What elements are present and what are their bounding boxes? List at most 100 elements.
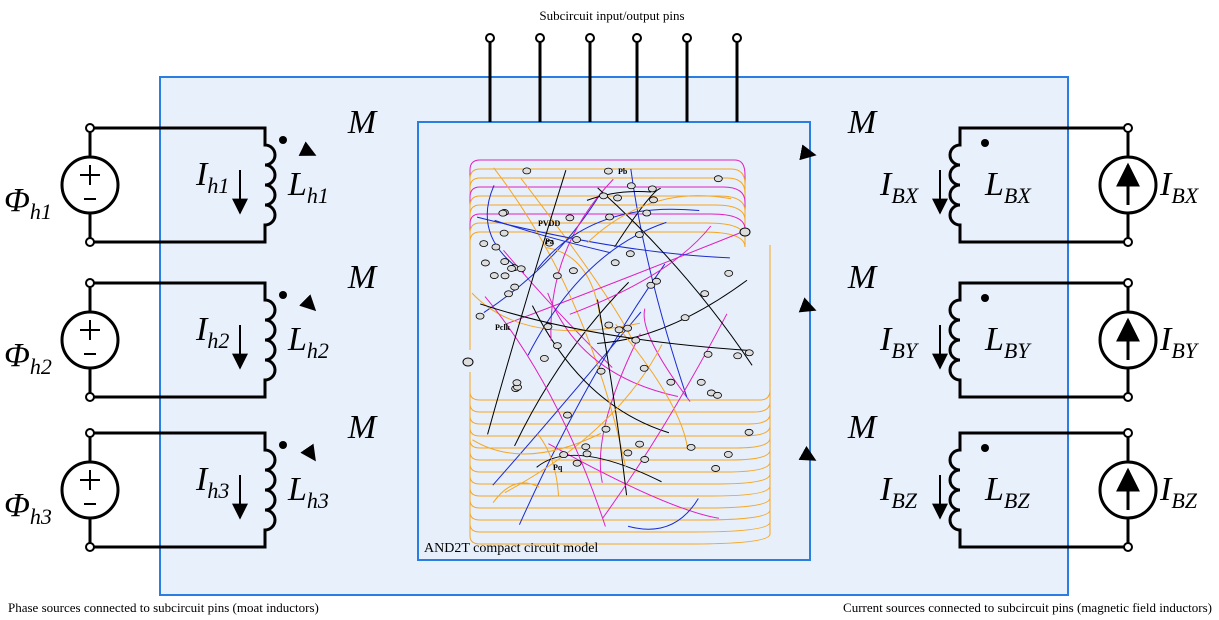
graph-node — [582, 444, 590, 450]
graph-node — [606, 214, 614, 220]
graph-node — [560, 452, 568, 458]
graph-node — [505, 291, 513, 297]
subscript: h1 — [30, 199, 52, 224]
subscript: BX — [891, 183, 919, 208]
node-label: Pq — [553, 463, 563, 472]
graph-node — [734, 353, 742, 359]
source-label: Φh1 — [4, 182, 52, 224]
graph-node — [697, 379, 705, 385]
subscript: BY — [891, 338, 919, 363]
graph-node — [635, 232, 643, 238]
symbol: L — [984, 166, 1004, 203]
graph-node — [681, 315, 689, 321]
graph-node — [573, 460, 581, 466]
graph-node — [636, 441, 644, 447]
graph-node — [614, 195, 622, 201]
graph-node — [463, 358, 473, 366]
graph-node — [687, 444, 695, 450]
graph-node — [714, 392, 722, 398]
symbol: Φ — [4, 337, 30, 374]
source-label: Φh2 — [4, 337, 52, 379]
coupling-label: M — [347, 104, 378, 141]
graph-node — [566, 215, 574, 221]
polarity-dot — [981, 139, 989, 147]
graph-node — [553, 273, 561, 279]
symbol: L — [984, 471, 1004, 508]
graph-node — [517, 266, 525, 272]
graph-node — [513, 380, 521, 386]
graph-node — [511, 284, 519, 290]
graph-node — [725, 270, 733, 276]
graph-node — [626, 251, 634, 257]
subscript: BX — [1004, 183, 1032, 208]
model-label: AND2T compact circuit model — [424, 541, 598, 556]
footer-left: Phase sources connected to subcircuit pi… — [8, 600, 319, 615]
graph-node — [604, 168, 612, 174]
subscript: h3 — [307, 488, 329, 513]
terminal — [86, 279, 94, 287]
graph-node — [499, 210, 507, 216]
pin-terminal — [733, 34, 741, 42]
graph-node — [569, 268, 577, 274]
subscript: h3 — [30, 504, 52, 529]
graph-node — [597, 368, 605, 374]
coupling-label: M — [847, 259, 878, 296]
node-label: Pclk — [495, 323, 511, 332]
subscript: h2 — [30, 354, 52, 379]
polarity-dot — [981, 294, 989, 302]
graph-node — [501, 259, 509, 265]
terminal — [1124, 238, 1132, 246]
graph-node — [605, 322, 613, 328]
pin-terminal — [586, 34, 594, 42]
graph-node — [540, 355, 548, 361]
terminal — [86, 124, 94, 132]
terminal — [1124, 124, 1132, 132]
graph-node — [573, 237, 581, 243]
graph-node — [508, 265, 516, 271]
terminal — [86, 393, 94, 401]
coupling-label: M — [847, 104, 878, 141]
graph-node — [627, 183, 635, 189]
graph-node — [602, 426, 610, 432]
graph-node — [653, 278, 661, 284]
graph-node — [745, 429, 753, 435]
symbol: L — [287, 471, 307, 508]
terminal — [1124, 279, 1132, 287]
terminal — [86, 543, 94, 551]
graph-node — [500, 230, 508, 236]
graph-node — [490, 273, 498, 279]
symbol: Φ — [4, 487, 30, 524]
graph-node — [740, 228, 750, 236]
subscript: h2 — [307, 338, 329, 363]
node-label: Pb — [618, 167, 628, 176]
source-label: IBZ — [1159, 471, 1198, 513]
graph-node — [649, 197, 657, 203]
graph-node — [600, 193, 608, 199]
subscript: BZ — [1171, 488, 1197, 513]
coupling-label: M — [347, 259, 378, 296]
pin-terminal — [536, 34, 544, 42]
graph-node — [615, 327, 623, 333]
graph-node — [492, 244, 500, 250]
symbol: L — [287, 321, 307, 358]
terminal — [1124, 393, 1132, 401]
pin-terminal — [633, 34, 641, 42]
graph-node — [583, 451, 591, 457]
subscript: h2 — [207, 328, 229, 353]
subscript: BY — [1171, 338, 1199, 363]
source-label: IBX — [1159, 166, 1200, 208]
footer-right: Current sources connected to subcircuit … — [843, 600, 1212, 615]
subscript: h3 — [207, 478, 229, 503]
graph-node — [544, 324, 552, 330]
pin-terminal — [683, 34, 691, 42]
symbol: L — [984, 321, 1004, 358]
graph-node — [501, 273, 509, 279]
coupling-label: M — [347, 409, 378, 446]
graph-node — [480, 241, 488, 247]
circuit-diagram: PbPVDDPaPclkPq Subcircuit input/output p… — [0, 0, 1219, 620]
subscript: BZ — [1004, 488, 1030, 513]
graph-node — [640, 365, 648, 371]
pins-title: Subcircuit input/output pins — [539, 8, 684, 23]
terminal — [86, 429, 94, 437]
terminal — [1124, 429, 1132, 437]
